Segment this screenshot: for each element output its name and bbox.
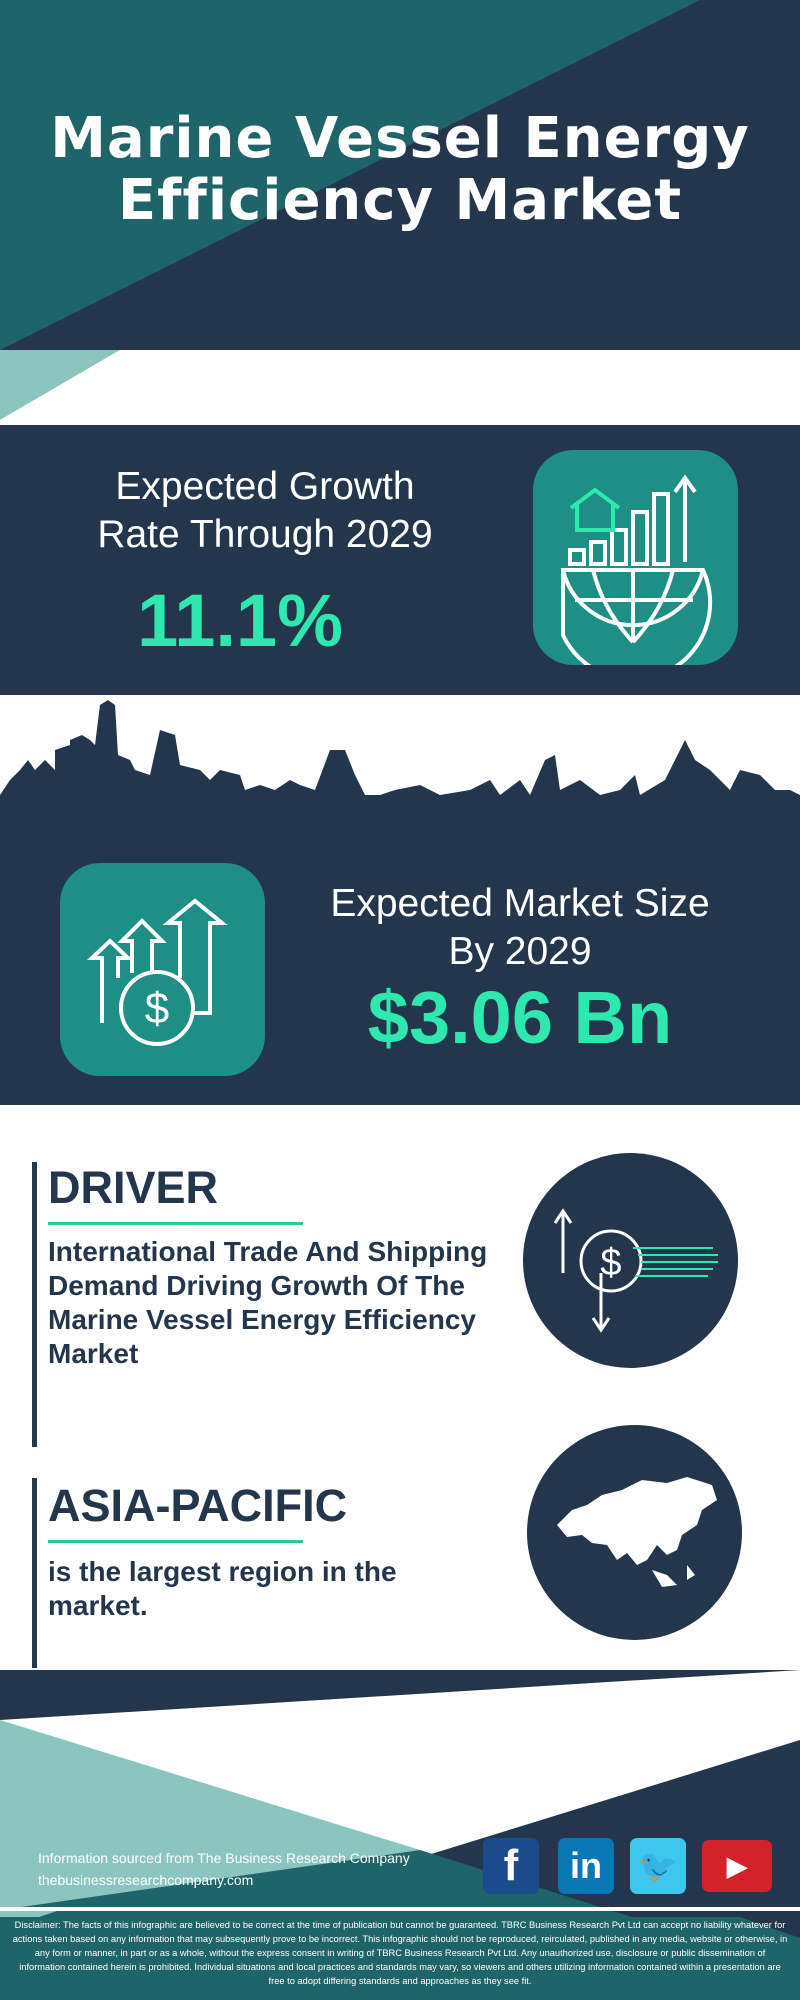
region-icon-circle — [527, 1425, 742, 1640]
driver-underline — [48, 1222, 303, 1225]
youtube-icon[interactable]: ▶ — [702, 1840, 772, 1892]
website-link[interactable]: thebusinessresearchcompany.com — [38, 1872, 254, 1888]
driver-text: International Trade And Shipping Demand … — [48, 1236, 488, 1369]
region-underline — [48, 1540, 303, 1543]
asia-map-icon — [557, 1477, 717, 1587]
driver-icon-circle: $ — [523, 1153, 738, 1368]
dollar-exchange-icon: $ — [553, 1208, 718, 1333]
disclaimer: Disclaimer: The facts of this infographi… — [12, 1920, 788, 1986]
dollar-growth-arrows-icon: $ — [86, 898, 228, 1046]
title-line-1: Marine Vessel Energy — [50, 106, 750, 171]
header-background — [0, 0, 800, 420]
svg-text:$: $ — [600, 1242, 621, 1284]
footer-background — [0, 1670, 800, 2000]
driver-bar — [32, 1162, 37, 1447]
growth-value: 11.1% — [137, 579, 343, 662]
market-icon-box: $ — [60, 863, 265, 1076]
footer-source: Information sourced from The Business Re… — [38, 1847, 410, 1891]
svg-text:$: $ — [145, 984, 169, 1033]
page-title: Marine Vessel Energy Efficiency Market — [0, 108, 800, 232]
market-label-line1: Expected Market Size — [330, 882, 710, 925]
twitter-icon[interactable]: 🐦 — [630, 1838, 686, 1894]
market-size-value: $3.06 Bn — [367, 976, 673, 1059]
growth-label-line1: Expected Growth — [115, 465, 415, 508]
city-skyline — [0, 700, 800, 852]
linkedin-icon[interactable]: in — [558, 1838, 614, 1894]
growth-label: Expected Growth Rate Through 2029 — [40, 463, 490, 559]
house-chart-globe-icon — [561, 474, 713, 682]
growth-label-line2: Rate Through 2029 — [97, 513, 433, 556]
region-text: is the largest region in the market. — [48, 1556, 397, 1621]
region-bar — [32, 1478, 37, 1668]
market-label-line2: By 2029 — [448, 930, 592, 973]
region-heading: ASIA-PACIFIC — [48, 1480, 348, 1531]
market-size-label: Expected Market Size By 2029 — [300, 880, 740, 976]
title-line-2: Efficiency Market — [117, 168, 683, 233]
facebook-icon[interactable]: f — [483, 1838, 539, 1894]
driver-heading: DRIVER — [48, 1162, 219, 1213]
source-text: Information sourced from The Business Re… — [38, 1850, 410, 1866]
growth-icon-box — [533, 450, 738, 682]
